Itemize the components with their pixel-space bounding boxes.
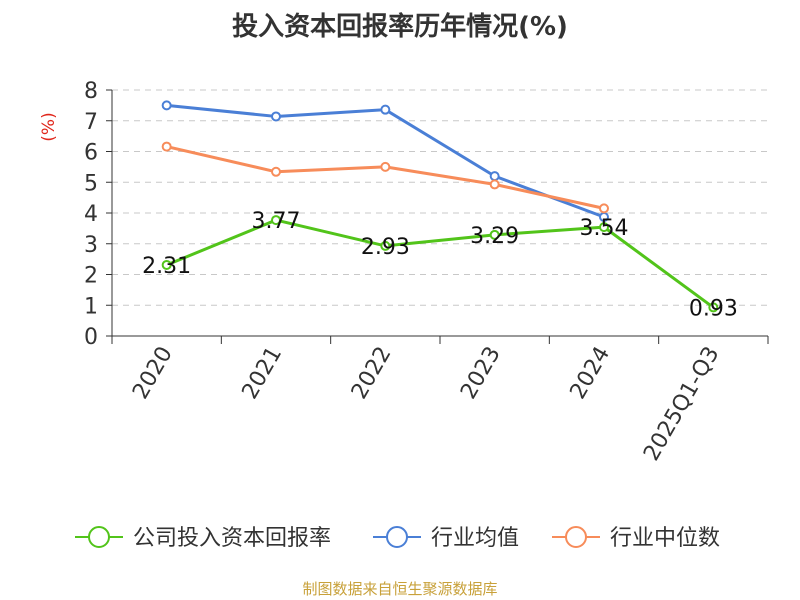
series-point	[599, 203, 609, 214]
series-point	[489, 171, 500, 182]
x-axis: 2020 2021 2022 2023 2024 2025Q1-Q3	[111, 335, 769, 466]
grid-lines	[112, 89, 768, 306]
legend-label: 公司投入资本回报率	[133, 526, 331, 551]
y-tick-label: 0	[84, 325, 98, 350]
y-tick-label: 3	[84, 233, 98, 258]
series-point	[599, 222, 609, 233]
series-point	[161, 100, 172, 111]
y-tick-label: 6	[84, 141, 98, 166]
y-tick-label: 1	[84, 294, 98, 319]
data-label: 3.29	[470, 224, 519, 249]
source-note: 制图数据来自恒生聚源数据库	[302, 580, 498, 598]
series-point	[489, 179, 500, 190]
series-point	[380, 161, 391, 172]
y-tick-label: 7	[84, 110, 98, 135]
data-label: 2.31	[142, 254, 191, 279]
y-tick-label: 2	[84, 264, 98, 289]
chart-title: 投入资本回报率历年情况(%)	[232, 12, 568, 42]
x-tick-label: 2023	[456, 342, 506, 403]
data-labels: 2.31 3.77 2.93 3.29 3.54 0.93	[142, 209, 738, 321]
series-point	[161, 141, 172, 152]
data-label: 3.54	[580, 216, 629, 241]
legend: 公司投入资本回报率 行业均值 行业中位数	[75, 526, 720, 551]
data-label: 3.77	[252, 209, 301, 234]
legend-label: 行业中位数	[610, 526, 720, 551]
series-point	[489, 229, 500, 240]
y-tick-label: 5	[84, 171, 98, 196]
y-tick-label: 4	[84, 202, 98, 227]
series-point	[271, 215, 281, 226]
series-line	[166, 145, 605, 210]
legend-label: 行业均值	[431, 526, 519, 551]
y-axis: 0 1 2 3 4 5 6 7 8	[84, 79, 113, 350]
data-label: 0.93	[689, 296, 738, 321]
x-tick-label: 2022	[347, 343, 397, 404]
legend-marker	[565, 526, 587, 548]
series-point	[161, 259, 172, 270]
data-label: 2.93	[361, 235, 410, 260]
x-tick-label: 2025Q1-Q3	[639, 343, 724, 466]
x-tick-label: 2021	[238, 343, 288, 404]
y-tick-label: 8	[84, 79, 98, 104]
x-tick-label: 2024	[566, 343, 616, 404]
series-point	[708, 302, 719, 313]
series-point	[271, 111, 281, 122]
x-tick-label: 2020	[128, 343, 178, 404]
series-point	[271, 166, 281, 177]
series-point	[380, 240, 391, 251]
y-axis-unit-label: (%)	[39, 112, 59, 141]
legend-marker	[386, 526, 408, 548]
series-line	[166, 218, 715, 309]
series-point	[380, 104, 391, 115]
series-lines	[161, 100, 719, 313]
legend-marker	[88, 526, 110, 548]
